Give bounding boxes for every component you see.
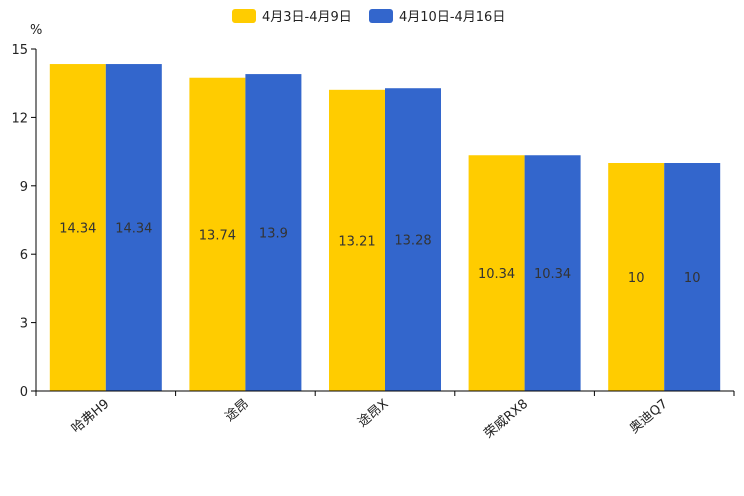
data-label: 14.34	[59, 222, 96, 237]
bar-week2	[664, 163, 721, 391]
data-label: 10.34	[534, 267, 571, 282]
bars	[49, 64, 721, 391]
x-tick-label: 荣威RX8	[482, 397, 532, 442]
y-tick-label: 15	[11, 43, 28, 58]
bar-week1	[468, 155, 525, 391]
bar-week2	[385, 88, 441, 391]
bar-week1	[608, 163, 665, 391]
bar-week2	[524, 155, 581, 391]
x-tick-label: 奥迪Q7	[627, 397, 671, 437]
x-tick-label: 哈弗H9	[69, 397, 112, 437]
data-label: 13.21	[338, 234, 375, 249]
data-labels: 14.34 14.34 13.74 13.9 13.21 13.28 10.34 10.34 1…	[59, 222, 700, 286]
bar-week2	[105, 64, 162, 391]
y-tick-label: 0	[20, 385, 28, 400]
bar-week1	[189, 77, 246, 391]
data-label: 13.74	[199, 228, 236, 243]
legend-swatch	[369, 9, 393, 23]
legend-label: 4月10日-4月16日	[399, 10, 505, 25]
x-tick-label: 途昂X	[355, 396, 392, 431]
data-label: 10.34	[478, 267, 515, 282]
legend-swatch	[232, 9, 256, 23]
bar-week1	[49, 64, 106, 391]
x-tick-label: 途昂	[222, 396, 252, 425]
data-label: 13.9	[259, 227, 288, 242]
data-label: 10	[684, 271, 701, 286]
y-tick-label: 3	[20, 317, 28, 332]
y-axis: 0 3 6 9 12 15	[11, 43, 37, 400]
y-tick-label: 9	[20, 180, 28, 195]
y-axis-unit-label: %	[30, 23, 42, 38]
legend-label: 4月3日-4月9日	[262, 10, 352, 25]
y-tick-label: 6	[20, 248, 28, 263]
legend: 4月3日-4月9日 4月10日-4月16日	[232, 9, 505, 25]
x-axis: 哈弗H9 途昂 途昂X 荣威RX8 奥迪Q7	[35, 390, 735, 442]
data-label: 10	[628, 271, 645, 286]
data-label: 14.34	[115, 222, 152, 237]
bar-week1	[329, 89, 385, 391]
y-tick-label: 12	[11, 111, 28, 126]
data-label: 13.28	[394, 234, 431, 249]
bar-week2	[245, 74, 302, 391]
